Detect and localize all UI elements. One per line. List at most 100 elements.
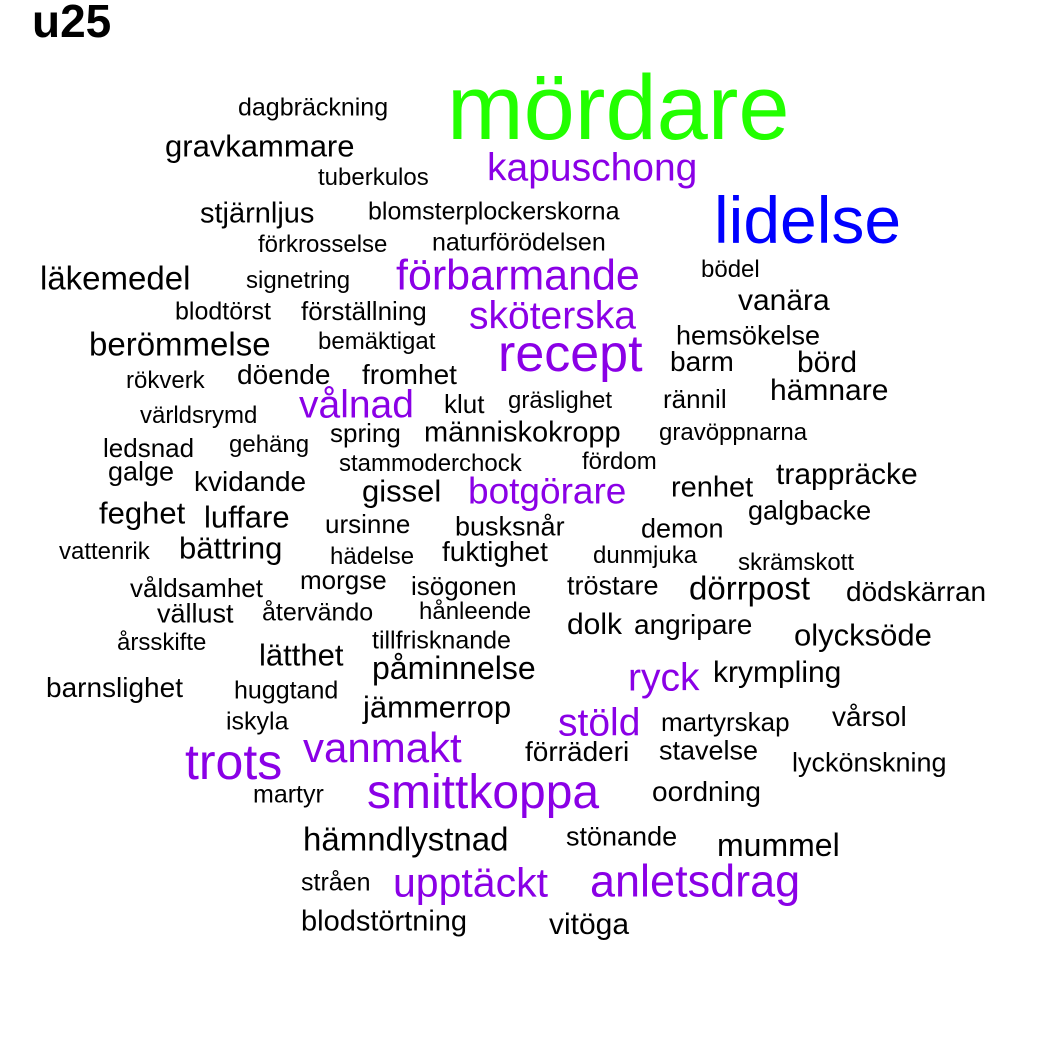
word-straen: stråen [301, 868, 371, 897]
word-upptackt: upptäckt [393, 859, 548, 906]
word-hamndlystnad: hämndlystnad [303, 820, 509, 858]
word-signetring: signetring [246, 267, 351, 294]
word-vattenrik: vattenrik [59, 538, 150, 565]
word-forkrosselse: förkrosselse [258, 231, 388, 258]
word-arsskifte: årsskifte [117, 629, 207, 656]
word-dorrpost: dörrpost [689, 569, 811, 607]
word-gravkammare: gravkammare [165, 128, 355, 164]
word-stavelse: stavelse [659, 735, 759, 766]
word-blodstortning: blodstörtning [301, 905, 468, 938]
word-trots: trots [185, 734, 283, 790]
word-forraderi: förräderi [525, 736, 630, 767]
word-kvidande: kvidande [194, 466, 307, 497]
word-manniskokropp: människokropp [424, 416, 621, 449]
word-krympling: krympling [713, 656, 842, 689]
word-botgorare: botgörare [468, 470, 627, 512]
word-vanara: vanära [738, 284, 830, 317]
word-olycksode: olycksöde [794, 617, 932, 653]
word-forstallning: förställning [301, 296, 427, 326]
word-martyr: martyr [253, 780, 324, 809]
word-bodel: bödel [701, 256, 760, 283]
word-doende: döende [237, 359, 331, 390]
word-hamnare: hämnare [770, 374, 889, 407]
word-trostare: tröstare [567, 570, 659, 601]
word-ledsnad: ledsnad [103, 433, 195, 463]
word-paminnelse: påminnelse [372, 650, 536, 686]
word-fuktighet: fuktighet [442, 536, 548, 567]
word-feghet: feghet [99, 495, 186, 531]
word-vallust: vällust [157, 598, 234, 629]
word-hadelse: hädelse [330, 543, 415, 570]
word-klut: klut [444, 389, 485, 419]
word-stonande: stönande [566, 821, 678, 852]
word-dodskarran: dödskärran [846, 576, 987, 607]
word-latthet: lätthet [259, 637, 344, 673]
word-rokverk: rökverk [126, 367, 205, 394]
word-valnad: vålnad [299, 383, 414, 427]
word-lidelse: lidelse [714, 183, 902, 257]
word-isogonen: isögonen [411, 571, 517, 601]
word-fromhet: fromhet [362, 359, 457, 390]
word-blomsterplockerskorna: blomsterplockerskorna [368, 197, 620, 226]
word-atervando: återvändo [262, 598, 374, 627]
word-lyckonskning: lyckönskning [792, 747, 947, 778]
word-bemaktigat: bemäktigat [318, 328, 436, 355]
word-busksnar: busksnår [455, 511, 565, 542]
word-tuberkulos: tuberkulos [318, 164, 429, 191]
word-barnslighet: barnslighet [46, 672, 183, 703]
word-hanleende: hånleende [419, 598, 532, 625]
word-dunmjuka: dunmjuka [593, 542, 698, 569]
word-varldsrymd: världsrymd [140, 402, 258, 429]
word-berommelse: berömmelse [89, 325, 271, 363]
word-galgbacke: galgbacke [748, 495, 872, 526]
word-recept: recept [498, 325, 643, 383]
word-trappracke: trappräcke [776, 458, 918, 491]
word-vanmakt: vanmakt [303, 724, 462, 771]
word-tillfrisknande: tillfrisknande [372, 626, 511, 655]
word-huggtand: huggtand [234, 676, 339, 705]
word-anletsdrag: anletsdrag [590, 855, 801, 907]
word-ryck: ryck [628, 656, 700, 700]
word-forbarmande: förbarmande [396, 251, 640, 300]
word-martyrskap: martyrskap [661, 707, 790, 737]
word-naturforodelsen: naturförödelsen [432, 228, 606, 257]
word-blodtorst: blodtörst [175, 297, 271, 326]
word-mummel: mummel [717, 827, 840, 863]
word-lakemedel: läkemedel [40, 259, 191, 297]
word-gissel: gissel [362, 473, 442, 509]
word-demon: demon [641, 513, 724, 544]
word-valdsamhet: våldsamhet [130, 573, 263, 603]
word-luffare: luffare [204, 499, 290, 535]
word-rannil: rännil [663, 384, 727, 414]
word-mordare: mördare [447, 57, 790, 159]
word-fordom: fördom [582, 448, 657, 475]
word-graslighet: gräslighet [508, 387, 613, 414]
word-ursinne: ursinne [325, 509, 411, 539]
word-stold: stöld [558, 701, 641, 745]
word-stammoderchock: stammoderchock [339, 450, 522, 477]
word-dagbrackning: dagbräckning [238, 93, 389, 122]
word-bord: börd [797, 346, 858, 379]
word-skoterska: sköterska [469, 294, 636, 338]
word-barm: barm [670, 346, 734, 377]
word-angripare: angripare [634, 609, 753, 640]
word-morgse: morgse [300, 565, 387, 595]
word-oordning: oordning [652, 776, 761, 807]
word-skramskott: skrämskott [738, 549, 855, 576]
word-varsol: vårsol [832, 701, 907, 732]
word-gravoppnarna: gravöppnarna [659, 419, 808, 446]
word-spring: spring [330, 418, 401, 448]
word-renhet: renhet [671, 471, 754, 504]
word-stjarnljus: stjärnljus [200, 197, 315, 230]
word-galge: galge [108, 456, 175, 487]
word-hemsokelse: hemsökelse [676, 320, 821, 351]
word-jammerrop: jämmerrop [363, 689, 512, 725]
word-dolk: dolk [567, 608, 623, 641]
word-iskyla: iskyla [226, 707, 289, 736]
word-gehang: gehäng [229, 431, 310, 458]
word-smittkoppa: smittkoppa [367, 766, 600, 819]
word-battring: bättring [179, 530, 283, 566]
word-vitoga: vitöga [549, 908, 630, 941]
word-kapuschong: kapuschong [487, 146, 698, 190]
